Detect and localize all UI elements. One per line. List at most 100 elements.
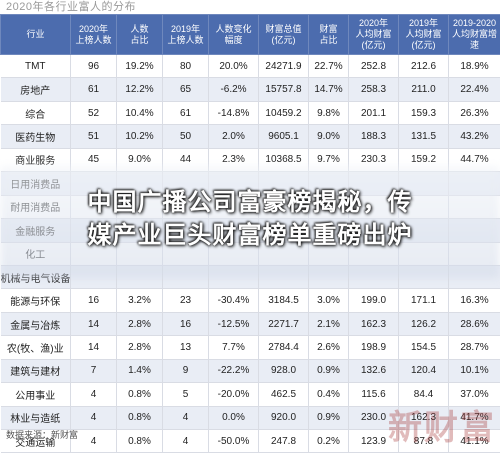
value-cell: 9605.1 [259, 125, 309, 148]
value-cell: 0.8% [117, 430, 163, 453]
value-cell: 126.2 [399, 312, 449, 335]
value-cell: 14.7% [309, 78, 349, 101]
column-header: 行业 [1, 15, 71, 55]
industry-cell: 林业与造纸 [1, 406, 71, 429]
value-cell: 1.4% [117, 359, 163, 382]
value-cell: 7 [71, 359, 117, 382]
value-cell: 3.2% [117, 289, 163, 312]
value-cell: 52 [71, 101, 117, 124]
value-cell: 258.3 [349, 78, 399, 101]
value-cell: 19.2% [117, 55, 163, 78]
value-cell: 0.0% [209, 406, 259, 429]
value-cell: 16.3% [449, 289, 500, 312]
value-cell: 0.9% [309, 359, 349, 382]
headline-line-2: 媒产业巨头财富榜单重磅出炉 [0, 219, 500, 252]
value-cell: 12.2% [117, 78, 163, 101]
value-cell: 50 [163, 125, 209, 148]
column-header: 2019年 人均财富 (亿元) [399, 15, 449, 55]
value-cell: 15757.8 [259, 78, 309, 101]
value-cell: 928.0 [259, 359, 309, 382]
value-cell: 14 [71, 336, 117, 359]
value-cell: 9 [163, 359, 209, 382]
value-cell: 14 [71, 312, 117, 335]
value-cell: 198.9 [349, 336, 399, 359]
source-note: 数据来源：新财富 [6, 428, 78, 441]
value-cell: 247.8 [259, 430, 309, 453]
value-cell: 0.4% [309, 383, 349, 406]
value-cell: 24271.9 [259, 55, 309, 78]
industry-cell: 医药生物 [1, 125, 71, 148]
value-cell: 212.6 [399, 55, 449, 78]
value-cell: 154.5 [399, 336, 449, 359]
industry-cell: 金属与冶炼 [1, 312, 71, 335]
value-cell: 2784.4 [259, 336, 309, 359]
column-header: 人数变化 幅度 [209, 15, 259, 55]
page-title: 2020年各行业富人的分布 [6, 0, 136, 14]
value-cell: 0.8% [117, 383, 163, 406]
value-cell: 28.7% [449, 336, 500, 359]
value-cell: 10.2% [117, 125, 163, 148]
value-cell: 2.8% [117, 312, 163, 335]
value-cell: 4 [71, 406, 117, 429]
value-cell: -30.4% [209, 289, 259, 312]
value-cell: 2.6% [309, 336, 349, 359]
column-header: 2019-2020 人均财富增 速 [449, 15, 500, 55]
value-cell: 4 [163, 406, 209, 429]
value-cell: 120.4 [399, 359, 449, 382]
value-cell: 9.8% [309, 101, 349, 124]
value-cell: 2271.7 [259, 312, 309, 335]
value-cell: 61 [71, 78, 117, 101]
value-cell: -50.0% [209, 430, 259, 453]
value-cell: 132.6 [349, 359, 399, 382]
value-cell: -20.0% [209, 383, 259, 406]
value-cell: 0.8% [117, 406, 163, 429]
value-cell: 199.0 [349, 289, 399, 312]
value-cell: 162.3 [349, 312, 399, 335]
value-cell: 22.4% [449, 78, 500, 101]
value-cell: 201.1 [349, 101, 399, 124]
value-cell: 16 [71, 289, 117, 312]
value-cell: 462.5 [259, 383, 309, 406]
value-cell: 252.8 [349, 55, 399, 78]
value-cell: 3.0% [309, 289, 349, 312]
value-cell: 10459.2 [259, 101, 309, 124]
value-cell: 3184.5 [259, 289, 309, 312]
value-cell: 65 [163, 78, 209, 101]
column-header: 财富 占比 [309, 15, 349, 55]
value-cell: 159.3 [399, 101, 449, 124]
value-cell: 7.7% [209, 336, 259, 359]
value-cell: -14.8% [209, 101, 259, 124]
value-cell: 18.9% [449, 55, 500, 78]
value-cell: 5 [163, 383, 209, 406]
value-cell: 80 [163, 55, 209, 78]
value-cell: 10.1% [449, 359, 500, 382]
value-cell: 131.5 [399, 125, 449, 148]
value-cell: -12.5% [209, 312, 259, 335]
value-cell: 171.1 [399, 289, 449, 312]
value-cell: 4 [71, 383, 117, 406]
industry-cell: TMT [1, 55, 71, 78]
value-cell: 43.2% [449, 125, 500, 148]
value-cell: 9.0% [309, 125, 349, 148]
headline-line-1: 中国广播公司富豪榜揭秘，传 [0, 186, 500, 219]
value-cell: 4 [163, 430, 209, 453]
value-cell: 2.1% [309, 312, 349, 335]
headline-overlay: 中国广播公司富豪榜揭秘，传 媒产业巨头财富榜单重磅出炉 [0, 186, 500, 252]
value-cell: 211.0 [399, 78, 449, 101]
value-cell: 22.7% [309, 55, 349, 78]
column-header: 2019年 上榜人数 [163, 15, 209, 55]
column-header: 2020年 人均财富 (亿元) [349, 15, 399, 55]
value-cell: 13 [163, 336, 209, 359]
industry-cell: 房地产 [1, 78, 71, 101]
value-cell: 26.3% [449, 101, 500, 124]
industry-cell: 农(牧、渔)业 [1, 336, 71, 359]
value-cell: 0.2% [309, 430, 349, 453]
value-cell: 188.3 [349, 125, 399, 148]
value-cell: 28.6% [449, 312, 500, 335]
